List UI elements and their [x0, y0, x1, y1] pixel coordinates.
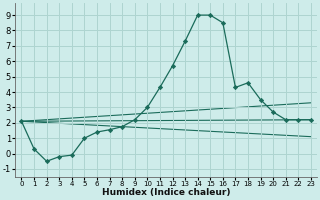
X-axis label: Humidex (Indice chaleur): Humidex (Indice chaleur)	[102, 188, 230, 197]
